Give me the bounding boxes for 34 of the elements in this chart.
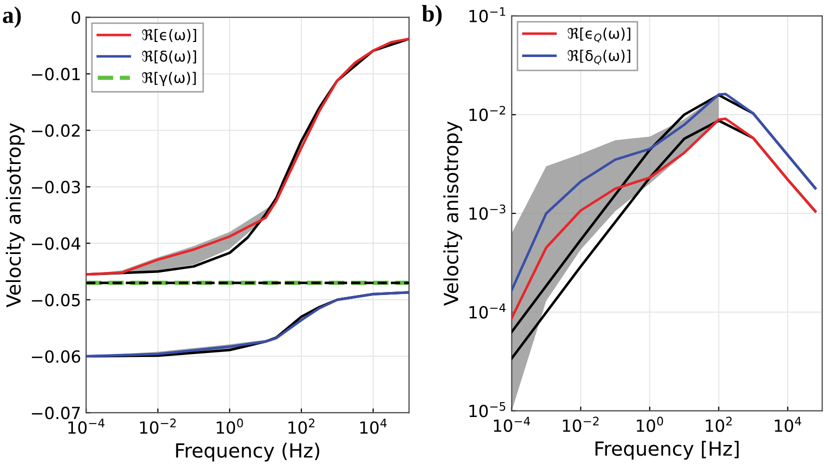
x-tick-label: 10$^{4}$	[360, 418, 387, 434]
x-tick-label: 10$^{−2}$	[562, 416, 599, 432]
y-tick-label: 10$^{−2}$	[470, 106, 506, 122]
legend-label: ℜ[δ(ω)]	[142, 50, 196, 64]
x-tick-label: 10$^{−2}$	[140, 418, 176, 434]
x-tick-label: 10$^{−4}$	[494, 416, 530, 432]
x-axis-title: Frequency (Hz)	[176, 442, 320, 462]
y-tick-label: −0.04	[32, 237, 80, 250]
y-tick-label: 10$^{−5}$	[470, 402, 506, 418]
x-tick-label: 10$^{0}$	[216, 418, 243, 434]
chart-title: b)	[422, 5, 442, 26]
y-tick-label: −0.02	[32, 124, 80, 137]
x-axis-title: Frequency [Hz]	[596, 440, 739, 460]
y-tick-label: 10$^{−4}$	[470, 303, 506, 319]
y-tick-label: 10$^{−3}$	[470, 204, 506, 220]
y-tick-label: 0	[72, 11, 80, 24]
x-tick-label: 10$^{4}$	[774, 416, 802, 432]
chart-title: a)	[2, 6, 21, 28]
y-tick-label: −0.03	[32, 180, 80, 194]
legend-label: ℜ[δ$_{Q}$(ω)]	[568, 50, 630, 65]
y-tick-label: −0.07	[32, 406, 80, 420]
y-tick-label: 10$^{−1}$	[470, 7, 506, 22]
y-tick-label: −0.01	[32, 68, 80, 80]
legend-label: ℜ[ϵ(ω)]	[142, 29, 196, 42]
y-tick-label: −0.05	[32, 294, 80, 306]
y-axis-title: Velocity anisotropy	[6, 123, 25, 308]
legend-label: ℜ[ϵ$_{Q}$(ω)]	[568, 28, 630, 42]
y-tick-label: −0.06	[32, 350, 80, 363]
x-tick-label: 10$^{−4}$	[68, 418, 104, 434]
legend-label: ℜ[γ(ω)]	[142, 72, 196, 86]
x-tick-label: 10$^{2}$	[288, 418, 314, 434]
x-tick-label: 10$^{2}$	[706, 416, 732, 432]
y-axis-title: Velocity anisotropy	[443, 121, 462, 306]
x-tick-label: 10$^{0}$	[636, 416, 664, 432]
